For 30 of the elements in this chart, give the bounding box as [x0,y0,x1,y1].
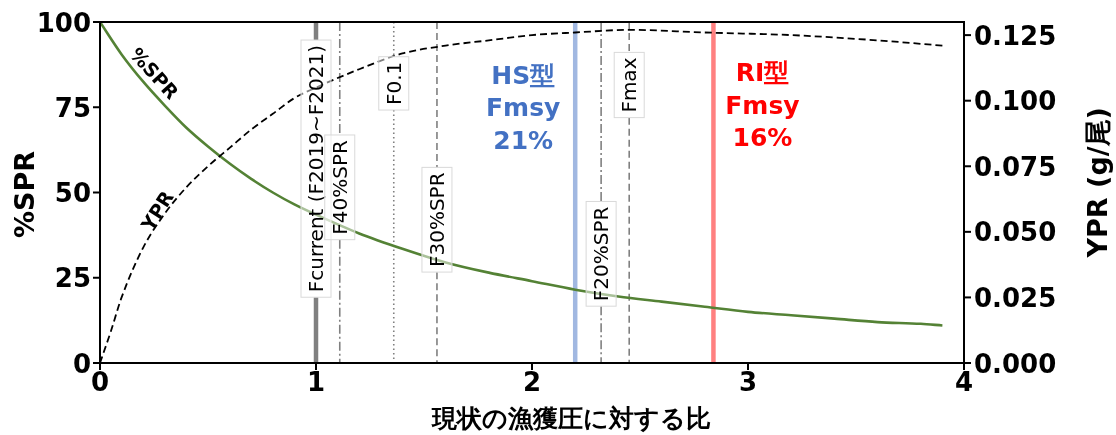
x-tick-label: 4 [954,367,974,397]
ref-line-label: F0.1 [378,56,410,111]
ref-line-label: F20%SPR [589,206,614,302]
y2-tick-label: 0.075 [974,151,1057,182]
y-tick-label: 25 [54,263,91,294]
ref-line-label: HS型 Fmsy 21% [486,60,561,155]
x-tick-label: 1 [306,367,326,397]
y2-tick-label: 0.025 [974,282,1057,313]
y2-tick-label: 0.125 [974,20,1057,51]
ref-line-label: F40%SPR [324,134,356,241]
x-axis-title: 現状の漁獲圧に対する比 [432,404,712,433]
y2-tick-label: 0.000 [974,348,1057,379]
y2-tick-label: 0.050 [974,217,1057,248]
ref-line-label: F30%SPR [421,166,453,273]
y-tick-label: 50 [54,178,91,208]
ref-line-label: Fcurrent (F2019~F2021) [300,39,332,298]
y-axis-title: %SPR [9,150,40,239]
ref-line-label: Fmax [617,57,642,113]
ref-line-label: F20%SPR [585,200,617,307]
y2-axis-title: YPR (g/尾) [1082,107,1113,258]
ref-line-label: RI型 Fmsy 16% [725,58,800,153]
y2-tick-label: 0.100 [974,86,1057,117]
ref-line-label: F30%SPR [424,172,449,268]
ref-line-label: Fmax [613,51,645,119]
x-tick-label: 2 [522,367,542,397]
y-tick-label: 75 [54,92,91,123]
y-tick-label: 0 [72,348,91,379]
x-tick-label: 3 [738,367,758,397]
y-tick-label: 100 [36,7,91,38]
x-tick-label: 0 [90,367,110,397]
